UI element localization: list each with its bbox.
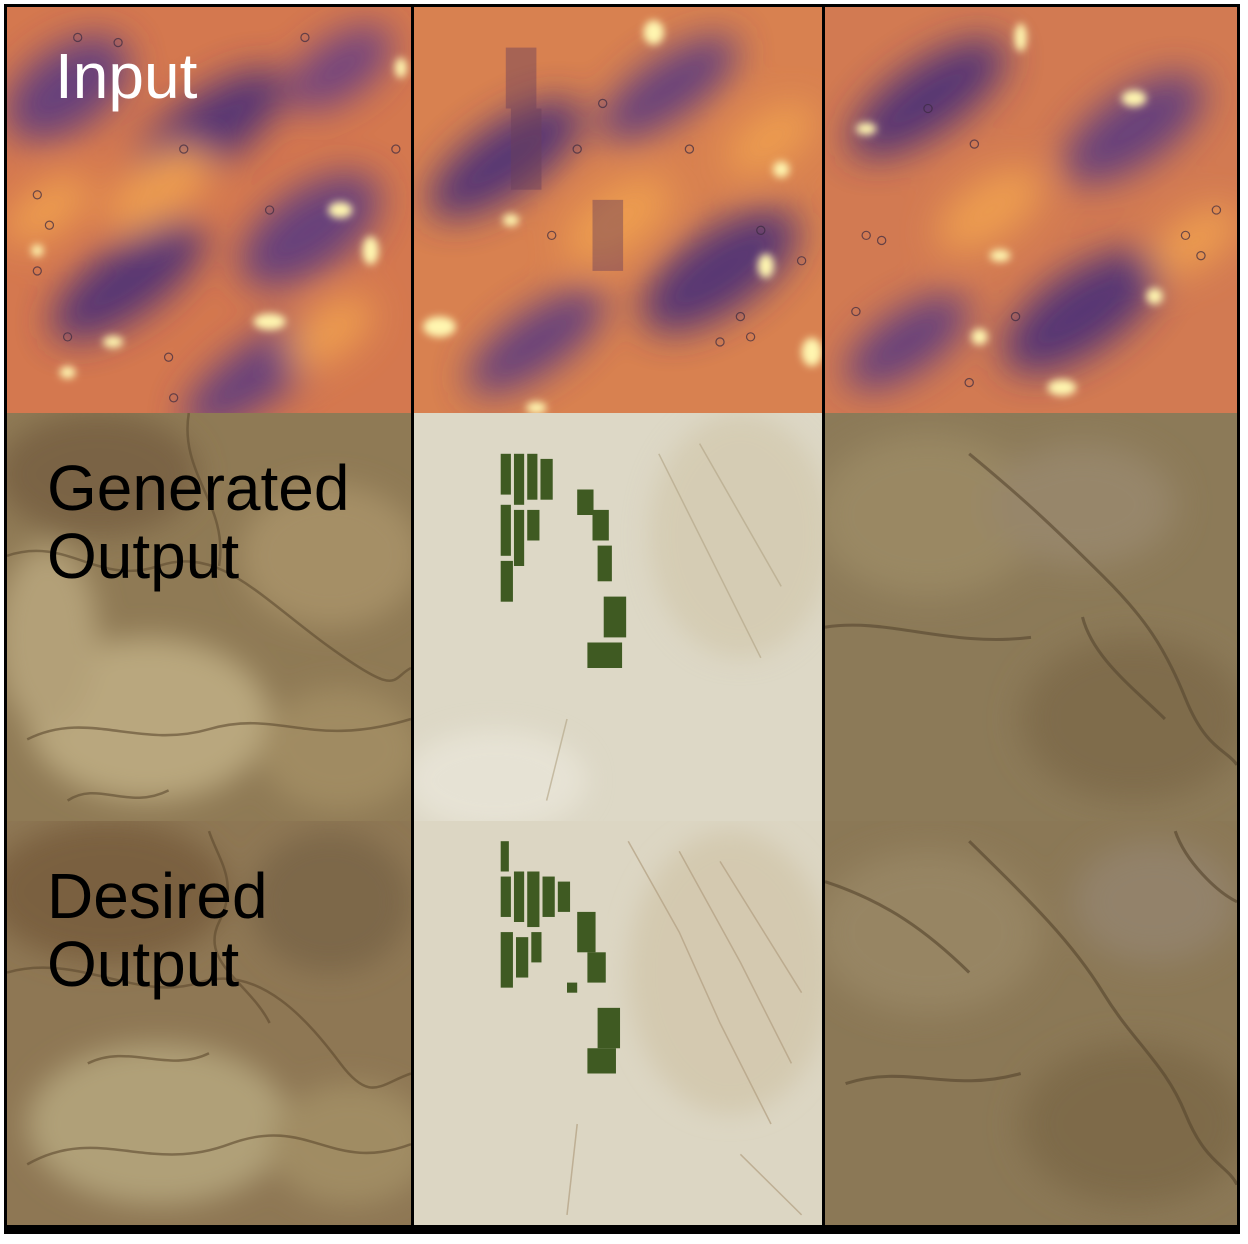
image-grid xyxy=(7,7,1237,1231)
desired-terrain-2 xyxy=(414,821,822,1225)
desired-terrain-3 xyxy=(825,821,1237,1225)
row-label-input-text: Input xyxy=(55,40,198,112)
row-label-generated-line2: Output xyxy=(47,519,240,592)
generated-tile-2 xyxy=(414,413,822,821)
desired-tile-1 xyxy=(7,821,411,1225)
input-tile-2 xyxy=(414,7,822,413)
input-tile-1 xyxy=(7,7,411,413)
generated-terrain-2 xyxy=(414,413,822,821)
generated-terrain-3 xyxy=(825,413,1237,821)
input-heatmap-1 xyxy=(7,7,411,413)
row-label-generated-line1: Generated xyxy=(47,452,350,524)
generated-terrain-1 xyxy=(7,413,411,821)
desired-tile-2 xyxy=(414,821,822,1225)
generated-tile-1 xyxy=(7,413,411,821)
row-label-generated: Generated Output xyxy=(47,452,350,592)
row-label-desired-line1: Desired xyxy=(47,860,268,932)
input-heatmap-3 xyxy=(825,7,1237,413)
input-tile-3 xyxy=(825,7,1237,413)
row-label-desired: Desired Output xyxy=(47,860,268,1000)
row-label-input: Input xyxy=(55,40,198,112)
input-heatmap-2 xyxy=(414,7,822,413)
generated-tile-3 xyxy=(825,413,1237,821)
desired-terrain-1 xyxy=(7,821,411,1225)
row-label-desired-line2: Output xyxy=(47,927,240,1000)
desired-tile-3 xyxy=(825,821,1237,1225)
image-grid-frame: Input Generated Output Desired Output xyxy=(4,4,1240,1234)
